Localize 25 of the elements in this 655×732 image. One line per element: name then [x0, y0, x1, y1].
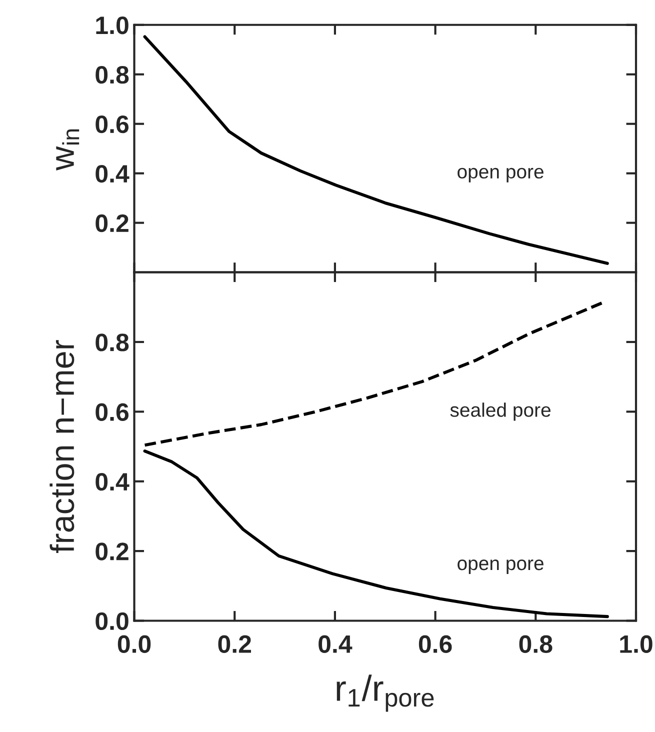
annotation: open pore: [458, 168, 544, 182]
line-series: [143, 35, 609, 265]
x-tick-label: 0.6: [418, 635, 452, 653]
y-tick-label: 0.2: [96, 214, 128, 232]
y-axis-title: w$_{in}$: [56, 129, 80, 170]
y-tick-label: 0.8: [96, 66, 129, 84]
x-tick-label: 0.4: [318, 635, 352, 653]
x-tick-label: 1.0: [620, 635, 652, 653]
annotation: open pore: [458, 560, 544, 574]
y-tick-label: 0.8: [96, 334, 129, 352]
x-tick-label: 0.2: [218, 635, 251, 653]
y-tick-label: 1.0: [96, 16, 128, 34]
y-tick-label: 0.6: [96, 115, 129, 134]
y-tick-label: 0.0: [96, 612, 128, 630]
y-tick-label: 0.4: [96, 472, 130, 491]
y-tick-label: 0.4: [96, 164, 130, 183]
x-tick-label: 0.0: [118, 635, 151, 653]
line-series: [143, 450, 609, 618]
y-axis-title: fraction n−mer: [50, 340, 74, 554]
x-axis-title: r$_{1}$/r$_{pore}$: [336, 674, 434, 712]
y-tick-label: 0.2: [96, 542, 128, 560]
y-tick-label: 0.6: [96, 403, 129, 421]
line-series: [143, 301, 604, 447]
annotation: sealed pore: [450, 402, 550, 421]
x-tick-label: 0.8: [519, 635, 552, 653]
